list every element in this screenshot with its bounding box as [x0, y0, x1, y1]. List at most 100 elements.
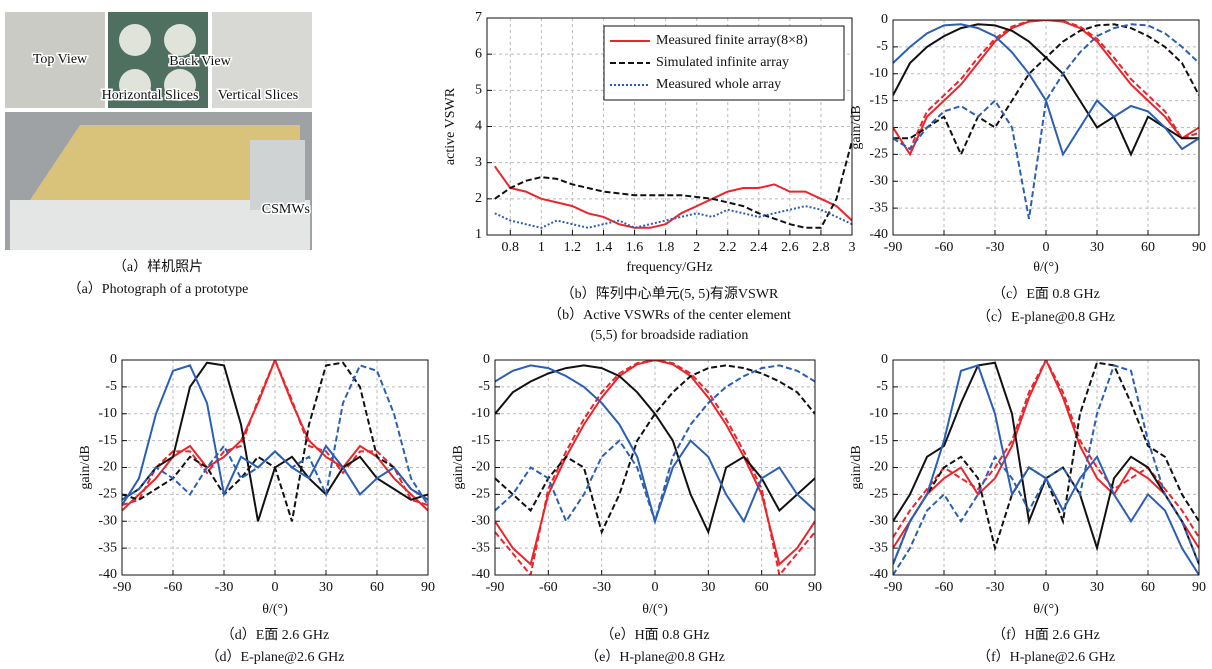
x-tick-label: 0.8 [502, 240, 520, 255]
series-line [893, 20, 1199, 151]
y-tick-label: 6 [475, 46, 482, 61]
y-axis-label: gain/dB [849, 445, 864, 489]
x-tick-label: 2.6 [781, 240, 799, 255]
x-tick-label: 30 [319, 580, 333, 595]
x-axis-label: θ/(°) [1033, 260, 1059, 275]
photo-label: Back View [169, 54, 231, 69]
y-tick-label: 0 [881, 12, 888, 27]
x-axis-label: θ/(°) [262, 602, 288, 617]
series-line [495, 360, 815, 567]
x-tick-label: 2.4 [750, 240, 768, 255]
x-tick-label: -90 [486, 580, 505, 595]
x-tick-label: -60 [935, 580, 954, 595]
series-line [893, 360, 1199, 549]
y-tick-label: 0 [110, 352, 117, 367]
y-tick-label: -30 [471, 513, 490, 528]
x-tick-label: 30 [701, 580, 715, 595]
y-tick-label: -25 [869, 147, 888, 162]
x-tick-label: -90 [884, 240, 903, 255]
series-line [893, 20, 1199, 157]
x-tick-label: 90 [421, 580, 435, 595]
plot-frame [892, 19, 1200, 236]
y-tick-label: -35 [869, 540, 888, 555]
series-line [495, 364, 815, 525]
x-tick-label: 2.2 [719, 240, 737, 255]
caption: (5,5) for broadside radiation [591, 328, 749, 343]
photo-inset [250, 140, 305, 210]
legend-label: Measured finite array(8×8) [656, 33, 808, 48]
caption: （e）H面 0.8 GHz [600, 627, 709, 643]
x-tick-label: -60 [935, 240, 954, 255]
y-axis-label: active VSWR [443, 87, 458, 165]
x-tick-label: 0 [272, 580, 279, 595]
plot-frame [892, 359, 1200, 576]
y-tick-label: -25 [869, 487, 888, 502]
photo-detail [164, 69, 196, 101]
x-tick-label: -30 [592, 580, 611, 595]
y-tick-label: -10 [471, 406, 490, 421]
y-axis-label: gain/dB [849, 105, 864, 149]
x-tick-label: -30 [215, 580, 234, 595]
x-tick-label: 0 [1043, 240, 1050, 255]
x-tick-label: -30 [986, 580, 1005, 595]
x-tick-label: -30 [986, 240, 1005, 255]
y-tick-label: -5 [478, 379, 490, 394]
caption: （f）H面 2.6 GHz [992, 627, 1100, 643]
caption: （d）E面 2.6 GHz [221, 627, 330, 643]
x-tick-label: 60 [370, 580, 384, 595]
photo-detail [164, 24, 196, 56]
plot-frame [121, 359, 429, 576]
x-tick-label: 60 [1141, 580, 1155, 595]
y-tick-label: -20 [471, 460, 490, 475]
y-tick-label: -20 [869, 120, 888, 135]
plot-frame [486, 17, 853, 236]
legend-label: Simulated infinite array [656, 55, 789, 70]
y-tick-label: 5 [475, 83, 482, 98]
y-tick-label: -10 [869, 406, 888, 421]
y-tick-label: -35 [471, 540, 490, 555]
x-tick-label: 60 [1141, 240, 1155, 255]
y-tick-label: 1 [475, 227, 482, 242]
y-tick-label: -15 [471, 433, 490, 448]
y-tick-label: -20 [98, 460, 117, 475]
caption: （c）E面 0.8 GHz [992, 286, 1100, 302]
series-line [494, 205, 852, 229]
x-tick-label: 90 [808, 580, 822, 595]
y-tick-label: -5 [105, 379, 117, 394]
plot-frame [494, 359, 816, 576]
x-tick-label: 30 [1090, 580, 1104, 595]
photo-vertical [212, 12, 312, 108]
y-tick-label: 4 [475, 119, 482, 134]
y-tick-label: -15 [869, 93, 888, 108]
y-tick-label: -35 [98, 540, 117, 555]
y-axis-label: gain/dB [78, 445, 93, 489]
series-line [494, 140, 852, 229]
y-tick-label: -20 [869, 460, 888, 475]
photo-detail [119, 24, 151, 56]
photo-top [5, 12, 105, 108]
x-axis-label: frequency/GHz [626, 260, 712, 275]
caption: （b）阵列中心单元(5, 5)有源VSWR [561, 286, 779, 302]
x-tick-label: -90 [884, 580, 903, 595]
y-axis-label: gain/dB [451, 445, 466, 489]
series-line [893, 364, 1199, 575]
x-tick-label: 90 [1192, 580, 1206, 595]
caption: （b）Active VSWRs of the center element [548, 307, 791, 323]
x-axis-label: θ/(°) [642, 602, 668, 617]
legend-label: Measured whole array [656, 77, 781, 92]
x-tick-label: 1.8 [657, 240, 675, 255]
photo-label: Top View [33, 52, 88, 67]
series-line [893, 23, 1199, 157]
x-tick-label: 2 [693, 240, 700, 255]
y-tick-label: -40 [98, 567, 117, 582]
y-tick-label: -40 [869, 227, 888, 242]
x-tick-label: 3 [849, 240, 856, 255]
y-tick-label: 2 [475, 191, 482, 206]
photo-panel [5, 12, 312, 250]
y-tick-label: 0 [881, 352, 888, 367]
y-tick-label: -10 [869, 66, 888, 81]
x-tick-label: -90 [113, 580, 132, 595]
caption: （c）E-plane@0.8 GHz [977, 309, 1115, 325]
x-tick-label: 0 [1043, 580, 1050, 595]
